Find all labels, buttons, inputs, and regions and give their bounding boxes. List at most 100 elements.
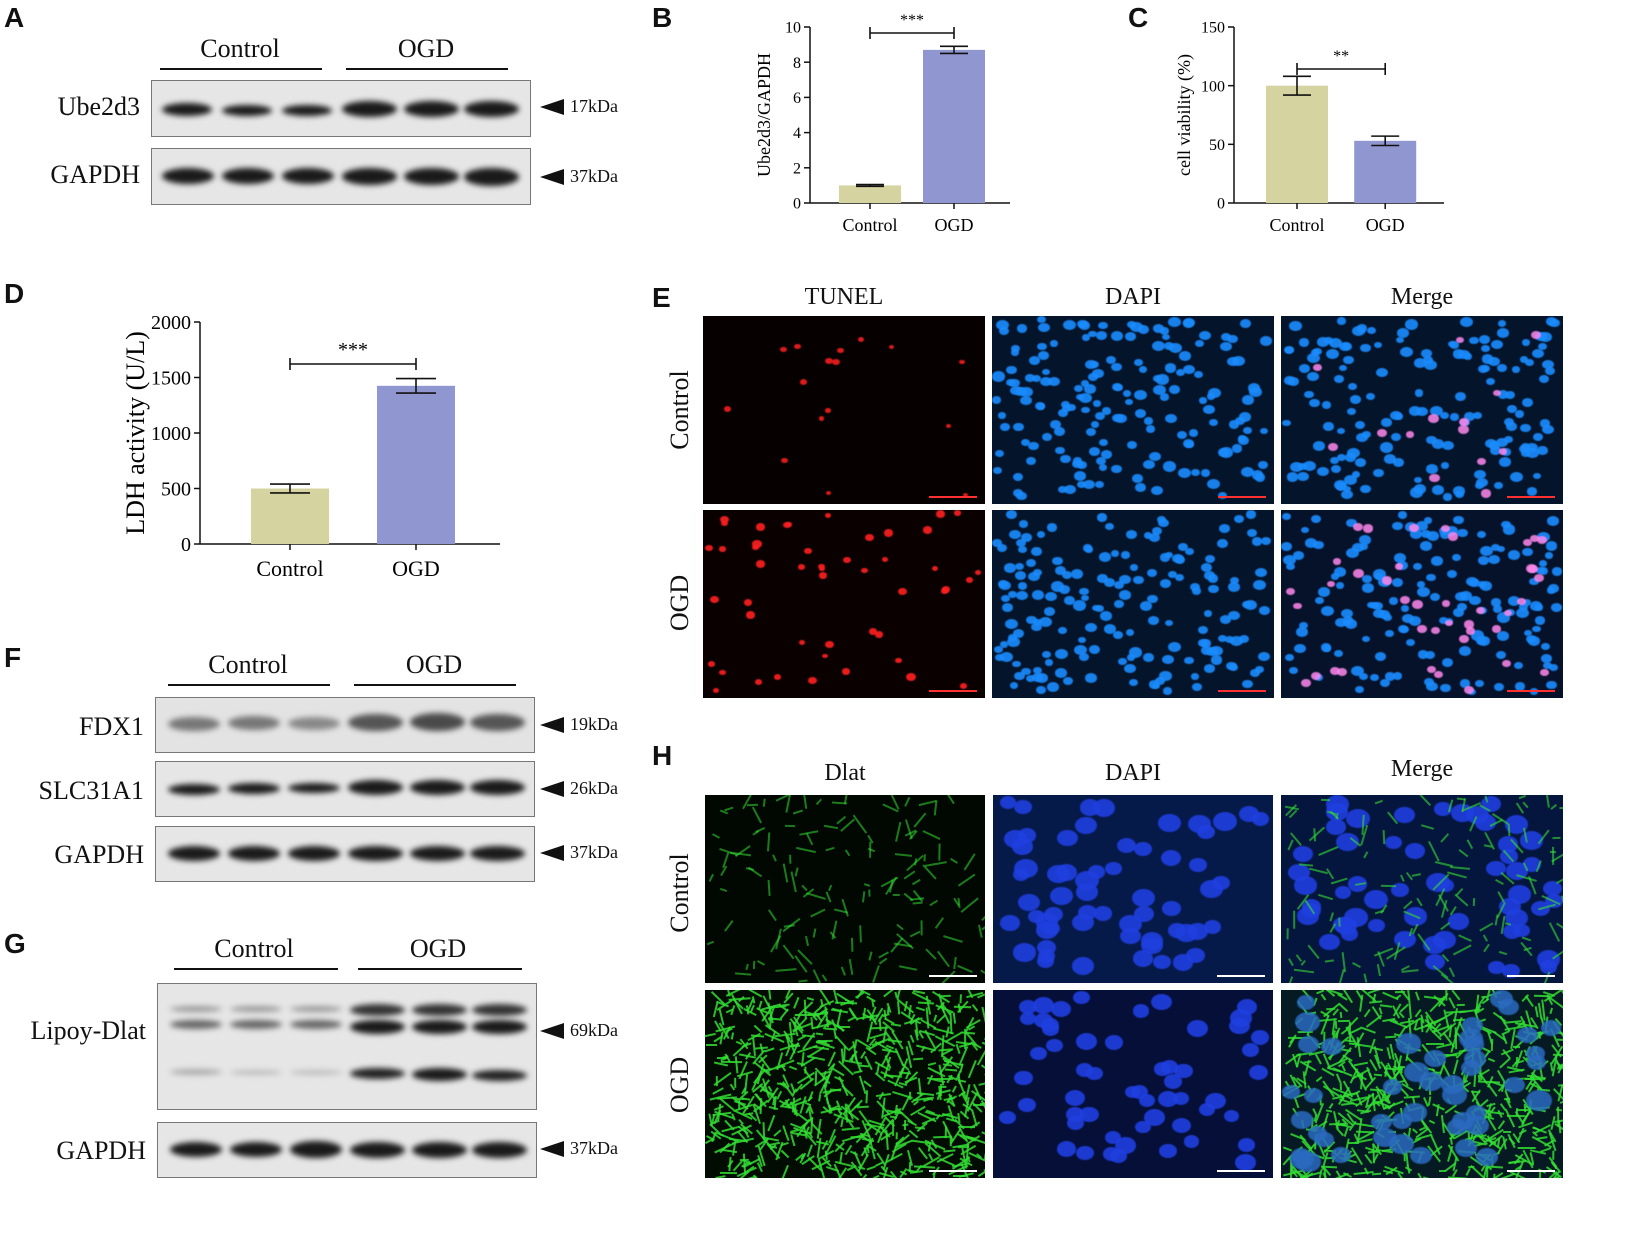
- cell-nucleus: [1518, 602, 1529, 611]
- cell-nucleus: [1019, 520, 1029, 528]
- cell-nucleus: [1349, 394, 1362, 404]
- cell-nucleus: [1235, 417, 1246, 426]
- mitochondria-fiber: [1487, 1057, 1496, 1063]
- mitochondria-fiber: [1405, 1166, 1413, 1172]
- scale-bar: [1507, 975, 1555, 977]
- arrow-left-icon: [540, 844, 564, 861]
- mitochondria-fiber: [1412, 1127, 1418, 1134]
- cell-nucleus: [1527, 1055, 1546, 1071]
- cell-nucleus: [1494, 481, 1503, 489]
- mitochondria-fiber: [817, 1094, 822, 1103]
- column-title: Dlat: [824, 760, 866, 786]
- cell-nucleus: [1371, 1113, 1392, 1130]
- cell-nucleus: [1294, 876, 1318, 895]
- mitochondria-fiber: [1454, 894, 1468, 907]
- cell-nucleus: [1525, 358, 1534, 366]
- mitochondria-fiber: [753, 1025, 763, 1034]
- cell-nucleus: [1009, 682, 1019, 689]
- cell-nucleus: [1454, 392, 1466, 401]
- mitochondria-fiber: [1544, 795, 1550, 808]
- cell-nucleus: [1459, 591, 1473, 602]
- cell-nucleus: [1012, 488, 1023, 498]
- cell-nucleus: [1475, 1148, 1498, 1166]
- cell-nucleus: [1465, 627, 1476, 636]
- cell-nucleus: [1042, 651, 1051, 659]
- cell-nucleus: [1345, 452, 1357, 462]
- cell-nucleus: [818, 416, 825, 421]
- mitochondria-fiber: [961, 897, 980, 913]
- mitochondria-fiber: [841, 966, 847, 976]
- scale-bar: [1507, 496, 1555, 498]
- cell-nucleus: [1525, 443, 1538, 453]
- western-blot-fdx1: [155, 697, 535, 753]
- cell-nucleus: [1132, 1004, 1150, 1018]
- mitochondria-fiber: [980, 905, 985, 922]
- cell-nucleus: [1169, 342, 1183, 354]
- mitochondria-fiber: [971, 1004, 979, 1013]
- cell-nucleus: [1032, 666, 1042, 675]
- mitochondria-fiber: [751, 829, 760, 836]
- cell-nucleus: [1471, 630, 1485, 641]
- cell-nucleus: [1191, 587, 1202, 595]
- mitochondria-fiber: [873, 1175, 880, 1178]
- cell-nucleus: [1548, 584, 1559, 593]
- cell-nucleus: [1233, 515, 1244, 524]
- cell-nucleus: [1313, 540, 1325, 550]
- mitochondria-fiber: [893, 992, 898, 999]
- cell-nucleus: [1227, 581, 1241, 592]
- cell-nucleus: [1460, 1059, 1482, 1077]
- mitochondria-fiber: [1486, 1083, 1497, 1097]
- mitochondria-fiber: [952, 1085, 958, 1093]
- cell-nucleus: [1429, 592, 1440, 602]
- cell-nucleus: [1537, 342, 1547, 351]
- cell-nucleus: [1035, 686, 1046, 694]
- cell-nucleus: [755, 523, 766, 531]
- bar: [923, 49, 985, 203]
- cell-nucleus: [1475, 680, 1484, 688]
- cell-nucleus: [825, 408, 832, 413]
- column-title: DAPI: [1104, 284, 1161, 310]
- cell-nucleus: [1422, 355, 1433, 364]
- cell-nucleus: [1005, 378, 1016, 387]
- cell-nucleus: [1021, 533, 1033, 543]
- cell-nucleus: [1491, 624, 1502, 633]
- cell-nucleus: [1044, 659, 1053, 666]
- cell-nucleus: [999, 326, 1010, 335]
- cell-nucleus: [1293, 643, 1306, 654]
- bar: [377, 385, 455, 544]
- mitochondria-fiber: [1338, 1002, 1349, 1013]
- cell-nucleus: [1501, 659, 1512, 668]
- cell-nucleus: [1085, 546, 1094, 553]
- cell-nucleus: [1138, 325, 1150, 335]
- cell-nucleus: [1344, 475, 1358, 486]
- dapi-control-image: [992, 316, 1274, 504]
- panel-label-g: G: [4, 928, 26, 959]
- merge-ogd-image: [1281, 510, 1563, 698]
- cell-nucleus: [1458, 646, 1472, 657]
- cell-nucleus: [1031, 547, 1042, 556]
- cell-nucleus: [1235, 1153, 1257, 1172]
- cell-nucleus: [1013, 868, 1030, 882]
- mitochondria-fiber: [943, 935, 964, 944]
- cell-nucleus: [1321, 401, 1331, 409]
- cell-nucleus: [1189, 858, 1207, 873]
- western-blot-gapdh: [151, 148, 531, 205]
- cell-nucleus: [1072, 459, 1083, 469]
- cell-nucleus: [1076, 1146, 1095, 1161]
- cell-nucleus: [1037, 949, 1056, 964]
- cell-nucleus: [1055, 565, 1067, 575]
- cell-nucleus: [1025, 559, 1036, 568]
- panel-label-a: A: [4, 2, 25, 33]
- cell-nucleus: [1153, 374, 1162, 382]
- cell-nucleus: [1194, 339, 1204, 347]
- cell-nucleus: [1139, 600, 1153, 611]
- cell-nucleus: [1492, 605, 1502, 613]
- cell-nucleus: [1010, 386, 1022, 396]
- cell-nucleus: [1165, 413, 1177, 424]
- cell-nucleus: [1448, 913, 1469, 930]
- cell-nucleus: [1203, 919, 1222, 934]
- mitochondria-fiber: [840, 818, 855, 832]
- cell-nucleus: [1432, 485, 1445, 495]
- cell-nucleus: [1373, 468, 1385, 478]
- cell-nucleus: [1073, 600, 1086, 611]
